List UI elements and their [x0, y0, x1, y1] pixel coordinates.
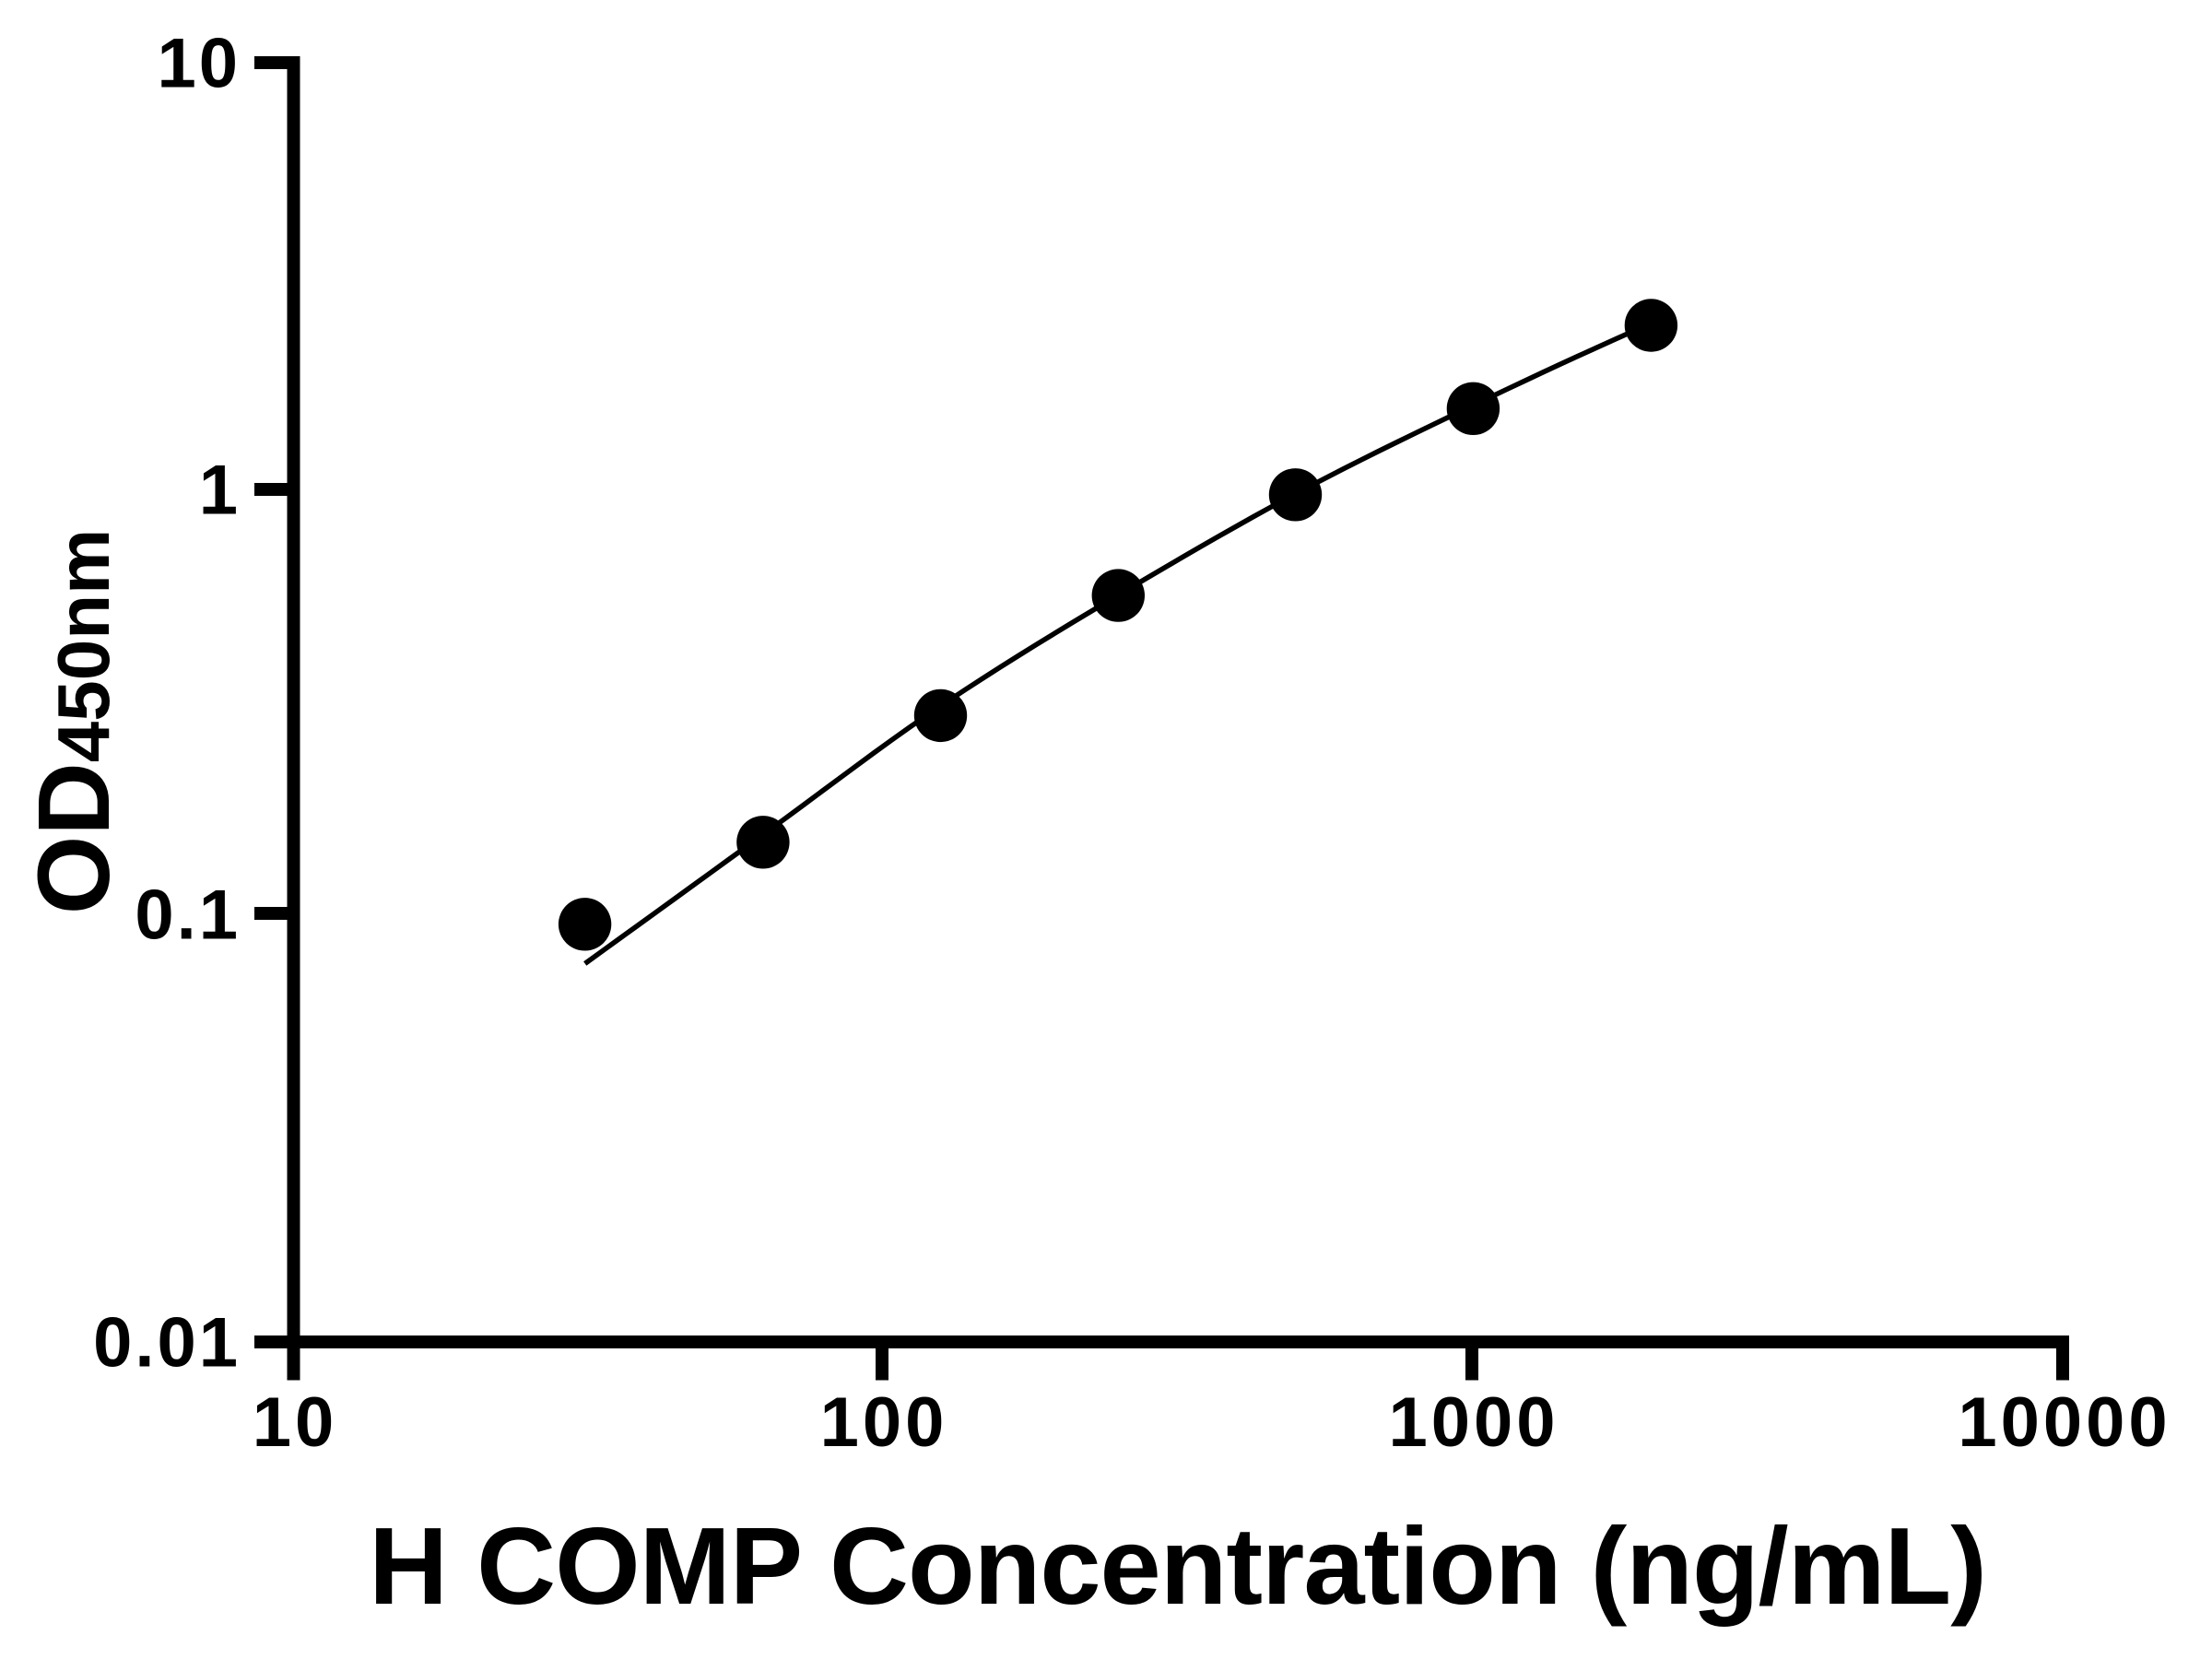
svg-text:H COMP Concentration (ng/mL): H COMP Concentration (ng/mL): [369, 1505, 1986, 1628]
svg-text:1: 1: [199, 452, 241, 530]
svg-text:0.1: 0.1: [135, 877, 241, 955]
svg-text:10: 10: [157, 25, 241, 103]
svg-text:100: 100: [820, 1383, 948, 1462]
svg-text:0.01: 0.01: [93, 1304, 241, 1382]
svg-text:1000: 1000: [1388, 1383, 1559, 1462]
svg-text:10: 10: [253, 1383, 338, 1462]
svg-text:10000: 10000: [1958, 1383, 2171, 1462]
